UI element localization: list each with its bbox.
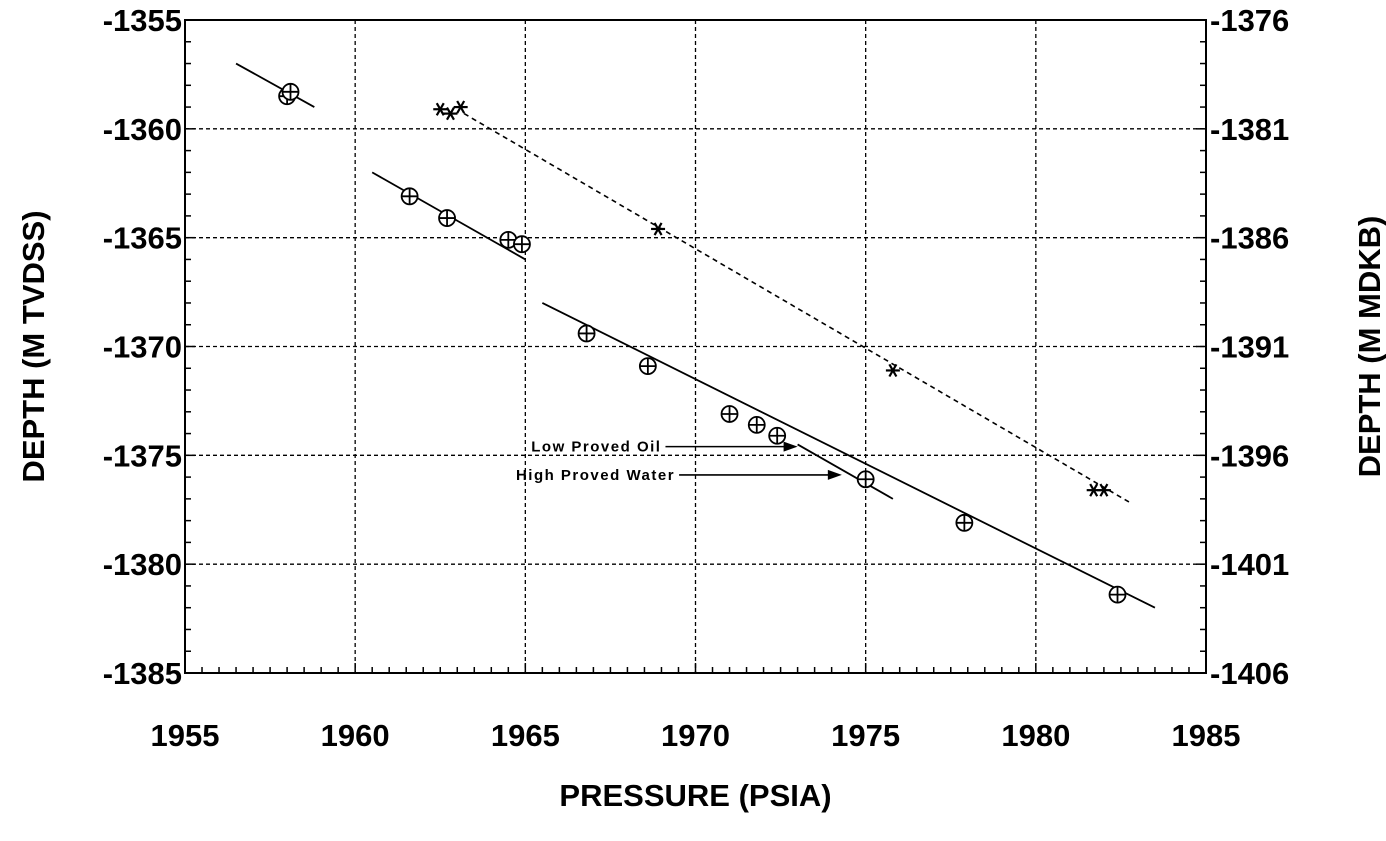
annotation-arrow-head [827,469,842,480]
data-point-circle [513,235,531,254]
y2-tick-label: -1401 [1210,547,1289,582]
x-tick-label: 1965 [491,718,560,753]
fit-line-dashed [463,112,1132,504]
y-tick-label: -1355 [103,3,182,38]
data-point-star [1096,483,1111,497]
grid [185,20,1206,673]
data-point-circle [1108,585,1127,604]
data-point-circle [438,209,456,227]
data-point-star [453,100,468,114]
y2-axis-title: DEPTH (M MDKB) [1352,216,1386,478]
y-tick-label: -1365 [103,221,182,256]
x-tick-label: 1960 [321,718,390,753]
data-point-circle [955,513,974,532]
annotation-arrow-head [783,441,798,452]
annotations: Low Proved Oil High Proved Water [516,439,842,484]
y2-tick-label: -1381 [1210,112,1289,147]
y2-tick-label: -1391 [1210,330,1289,365]
annotation-label: Low Proved Oil [531,439,661,456]
data-point-star [885,363,900,378]
y-tick-label: -1360 [103,112,182,147]
data-point-circle [281,82,300,101]
data-point-circle [747,415,766,434]
fit-line-solid [541,302,1156,609]
data-point-circle [768,426,787,445]
y-tick-label: -1375 [103,438,182,473]
tick-labels: 1955 1960 1965 1970 1975 1980 1985 -1355 -1376 -1… [103,3,1290,753]
data-point-circle [499,230,518,249]
x-tick-label: 1955 [151,718,220,753]
data-point-star [433,102,448,116]
data-point-circle [856,470,875,489]
y-tick-label: -1370 [103,330,182,365]
y-tick-label: -1385 [103,656,182,691]
data-point-circle [638,357,657,375]
y2-tick-label: -1406 [1210,656,1289,691]
plot-frame [184,19,1207,674]
data-point-circle [720,405,739,423]
y-axis-title: DEPTH (M TVDSS) [16,210,51,482]
fit-line-solid [235,62,315,108]
data-point-circle [400,187,419,206]
y2-tick-label: -1386 [1210,221,1289,256]
x-tick-label: 1970 [661,718,730,753]
y-tick-label: -1380 [103,547,182,582]
data-series [278,82,1127,604]
x-tick-label: 1975 [831,718,900,753]
x-tick-label: 1985 [1172,718,1241,753]
data-point-star [651,222,666,236]
x-tick-label: 1980 [1001,718,1070,753]
data-point-star [443,106,458,121]
fit-line-solid [797,443,894,500]
y2-tick-label: -1376 [1210,3,1289,38]
x-axis-title: PRESSURE (PSIA) [559,778,831,813]
data-point-circle [577,324,596,343]
annotation-label: High Proved Water [516,467,675,484]
y2-tick-label: -1396 [1210,438,1289,473]
